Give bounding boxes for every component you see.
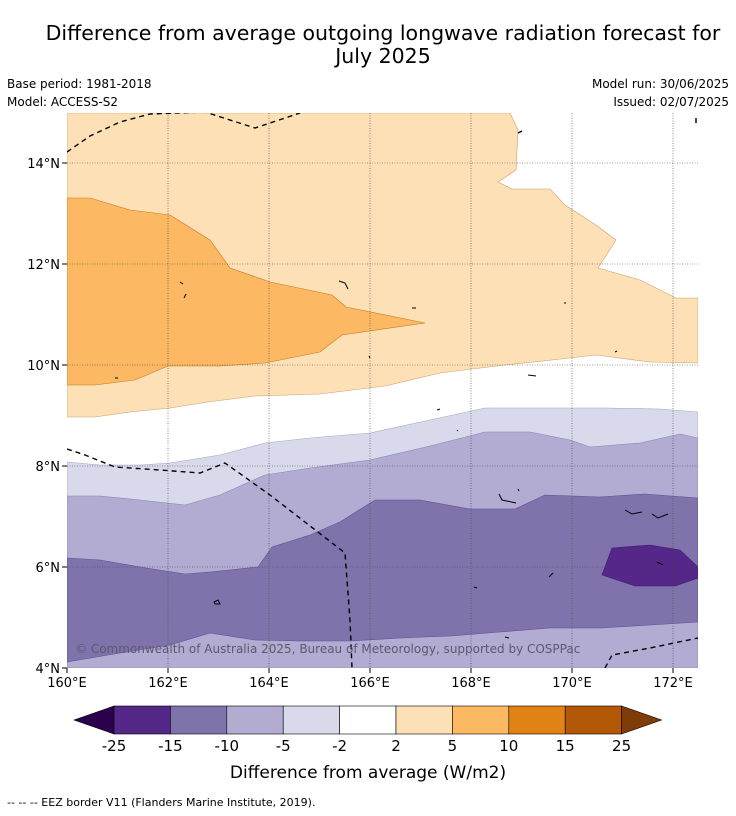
colorbar-tick-label: -25: [102, 737, 127, 755]
colorbar-tick-label: 2: [391, 737, 401, 755]
colorbar-tick-label: -10: [215, 737, 240, 755]
colorbar-tick-label: -15: [158, 737, 183, 755]
island: [456, 429, 459, 432]
island-outlines: [115, 280, 669, 639]
meta-left: Base period: 1981-2018 Model: ACCESS-S2: [7, 75, 152, 111]
island: [179, 281, 184, 285]
colorbar-tick-label: 25: [612, 737, 631, 755]
colorbar-title: Difference from average (W/m2): [230, 763, 506, 783]
island: [548, 572, 554, 578]
colorbar-swatch: [113, 705, 171, 735]
colorbar-arrow-low: [73, 705, 115, 735]
issued-text: Issued: 02/07/2025: [613, 95, 729, 109]
model-text: Model: ACCESS-S2: [7, 95, 119, 109]
y-tick-label: 10°N: [27, 359, 60, 374]
island: [338, 280, 349, 290]
contour-minus10-minus15: [67, 493, 698, 663]
y-tick-label: 8°N: [36, 460, 61, 475]
island: [527, 374, 537, 377]
eez-border-north: [67, 113, 301, 153]
colorbar-swatch: [339, 705, 397, 735]
island: [213, 599, 221, 605]
model-run-text: Model run: 30/06/2025: [591, 77, 729, 91]
colorbar-tick-label: 10: [499, 737, 518, 755]
island: [473, 586, 478, 589]
x-tick-label: 160°E: [47, 676, 87, 691]
island: [656, 561, 664, 566]
island: [517, 488, 520, 492]
map-title-line1: Difference from average outgoing longwav…: [45, 21, 721, 45]
gridlines: [67, 113, 698, 668]
y-tick-label: 6°N: [36, 561, 61, 576]
x-tick-label: 172°E: [653, 676, 693, 691]
colorbar-swatch: [508, 705, 566, 735]
colorbar-arrow-high: [621, 705, 663, 735]
colorbar-tick-label: 5: [448, 737, 458, 755]
contour-minus15-minus25: [601, 544, 698, 587]
y-tick-label: 14°N: [27, 157, 60, 172]
x-tick-label: 166°E: [350, 676, 390, 691]
copyright-text: © Commonwealth of Australia 2025, Bureau…: [75, 642, 580, 656]
colorbar-swatch: [452, 705, 510, 735]
y-tick-label: 4°N: [36, 662, 61, 677]
island: [436, 408, 441, 411]
map-title: Difference from average outgoing longwav…: [30, 22, 736, 68]
island: [651, 513, 669, 519]
eez-border-n-mark: [517, 130, 523, 134]
colorbar-swatch: [564, 705, 622, 735]
colorbar: -25 -15 -10 -5 -2 2 5 10 15 25: [73, 705, 663, 755]
map-title-line2: July 2025: [335, 44, 431, 68]
colorbar-tick-label: -5: [276, 737, 291, 755]
colorbar-swatch: [282, 705, 340, 735]
island: [504, 636, 510, 639]
y-tick-label: 12°N: [27, 258, 60, 273]
x-tick-label: 170°E: [552, 676, 592, 691]
contour-5-10: [67, 197, 426, 386]
colorbar-swatch: [395, 705, 453, 735]
x-tick-label: 164°E: [249, 676, 289, 691]
colorbar-tick-label: -2: [332, 737, 347, 755]
eez-border-central: [67, 448, 353, 668]
colorbar-swatch: [170, 705, 228, 735]
eez-legend: -- -- -- EEZ border V11 (Flanders Marine…: [7, 796, 316, 809]
anomaly-field: [67, 113, 698, 668]
x-tick-label: 162°E: [148, 676, 188, 691]
colorbar-swatch: [226, 705, 284, 735]
colorbar-tick-label: 15: [556, 737, 575, 755]
island: [614, 350, 618, 353]
meta-right: Model run: 30/06/2025 Issued: 02/07/2025: [592, 75, 729, 111]
x-tick-label: 168°E: [451, 676, 491, 691]
island: [498, 493, 517, 504]
x-axis-labels: 160°E 162°E 164°E 166°E 168°E 170°E 172°…: [47, 676, 693, 691]
island: [368, 355, 371, 359]
island: [624, 509, 643, 515]
eez-borders: [67, 113, 698, 668]
axis-ticks: [62, 162, 674, 673]
y-axis-labels: 14°N 12°N 10°N 8°N 6°N 4°N: [27, 157, 60, 677]
island: [183, 293, 187, 299]
base-period-text: Base period: 1981-2018: [7, 77, 152, 91]
